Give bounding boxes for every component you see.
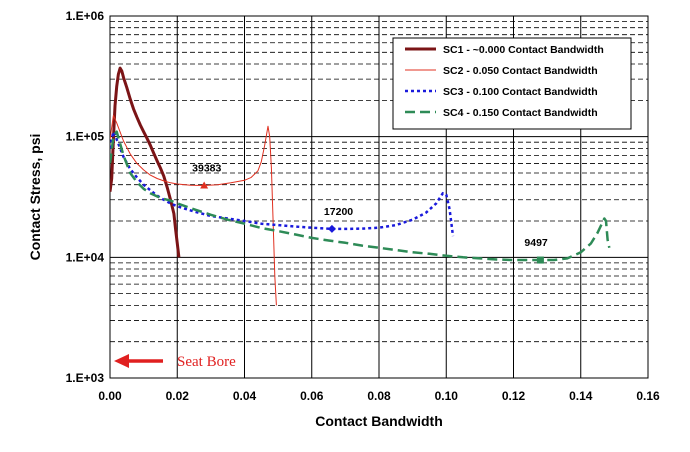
data-label: 39383 (192, 162, 221, 174)
x-tick-label: 0.12 (502, 389, 526, 403)
x-tick-label: 0.04 (233, 389, 257, 403)
seat-bore-label: Seat Bore (177, 354, 236, 370)
seat-bore-arrow-head (114, 354, 129, 368)
data-label: 17200 (324, 206, 353, 218)
legend-label-sc1: SC1 - ~0.000 Contact Bandwidth (443, 44, 604, 56)
y-tick-label: 1.E+03 (66, 371, 105, 385)
legend: SC1 - ~0.000 Contact Bandwidth SC2 - 0.05… (392, 37, 632, 130)
y-tick-label: 1.E+04 (66, 250, 105, 264)
y-tick-label: 1.E+06 (66, 9, 105, 23)
point-marker-square (536, 256, 544, 264)
data-label: 9497 (524, 237, 548, 249)
x-axis-title: Contact Bandwidth (315, 413, 443, 429)
x-tick-label: 0.06 (300, 389, 324, 403)
x-tick-label: 0.02 (166, 389, 190, 403)
x-tick-label: 0.10 (435, 389, 459, 403)
x-tick-label: 0.08 (367, 389, 391, 403)
point-marker-triangle (200, 181, 209, 189)
point-markers: 39383 17200 9497 (192, 162, 548, 264)
seat-bore-annotation: Seat Bore (114, 354, 236, 370)
x-tick-label: 0.16 (636, 389, 660, 403)
y-tick-label: 1.E+05 (66, 130, 105, 144)
series-line-sc4 (110, 130, 611, 262)
point-marker-diamond (327, 224, 336, 233)
x-tick-label: 0.00 (98, 389, 122, 403)
legend-box (392, 37, 632, 130)
plot-border (109, 15, 649, 379)
legend-label-sc2: SC2 - 0.050 Contact Bandwidth (443, 65, 598, 77)
x-tick-label: 0.14 (569, 389, 593, 403)
series-line-sc1 (110, 66, 181, 258)
y-axis-title: Contact Stress, psi (27, 134, 43, 261)
legend-label-sc4: SC4 - 0.150 Contact Bandwidth (443, 107, 598, 119)
axis-ticks: 0.00 0.02 0.04 0.06 0.08 0.10 0.12 0.14 0.16 1.E+… (66, 9, 660, 403)
legend-label-sc3: SC3 - 0.100 Contact Bandwidth (443, 86, 598, 98)
